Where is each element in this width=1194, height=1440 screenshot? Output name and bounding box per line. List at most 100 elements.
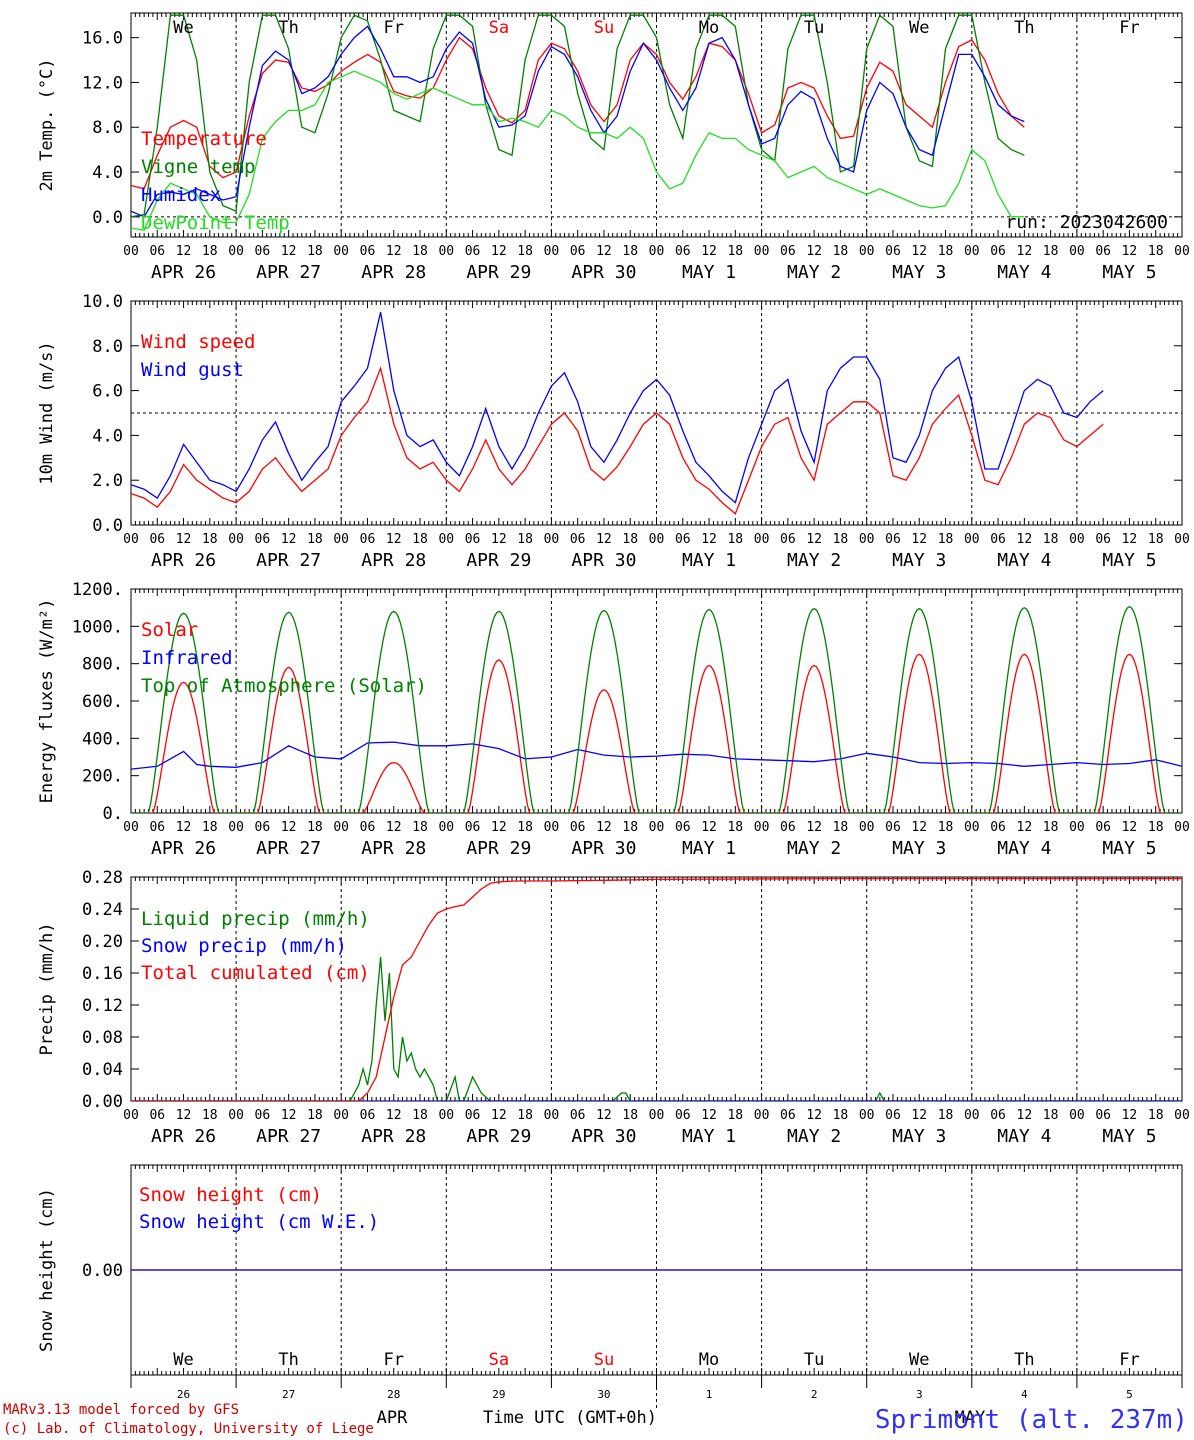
x-tick-label: 12	[176, 244, 192, 259]
day-label: APR 26	[151, 550, 216, 571]
day-label: APR 26	[151, 838, 216, 859]
day-number: 28	[387, 1388, 400, 1401]
day-label: MAY 5	[1102, 838, 1156, 859]
x-tick-label: 06	[780, 532, 796, 547]
series-line-3-2	[131, 741, 1182, 770]
day-label: APR 30	[571, 1126, 636, 1147]
x-tick-label: 00	[333, 1108, 349, 1123]
x-tick-label: 00	[1174, 532, 1190, 547]
x-tick-label: 00	[964, 820, 980, 835]
x-tick-label: 18	[1043, 244, 1059, 259]
x-tick-label: 18	[412, 820, 428, 835]
x-tick-label: 12	[806, 244, 822, 259]
x-tick-label: 12	[596, 1108, 612, 1123]
x-tick-label: 12	[911, 1108, 927, 1123]
legend-entry: Infrared	[141, 647, 233, 669]
day-number: 4	[1021, 1388, 1028, 1401]
y-tick-label: 16.0	[82, 29, 123, 49]
x-tick-label: 12	[701, 820, 717, 835]
y-tick-label: 0.24	[82, 900, 123, 920]
day-label: APR 29	[466, 262, 531, 283]
x-tick-label: 18	[517, 820, 533, 835]
day-label: APR 28	[361, 550, 426, 571]
y-tick-label: 600.	[82, 692, 123, 712]
weekday-label-bottom: Sa	[489, 1350, 509, 1370]
weekday-label-bottom: Fr	[1119, 1350, 1139, 1370]
y-tick-label: 4.0	[92, 163, 123, 183]
x-tick-label: 00	[544, 532, 560, 547]
footer-month-apr: APR	[377, 1408, 408, 1428]
series-line-3-3	[131, 605, 1182, 813]
x-tick-label: 18	[833, 244, 849, 259]
day-label: APR 28	[361, 1126, 426, 1147]
series-line-1-3	[131, 25, 1025, 218]
x-tick-label: 12	[386, 820, 402, 835]
weekday-label-top: Th	[1014, 18, 1034, 38]
x-tick-label: 18	[1043, 820, 1059, 835]
x-tick-label: 00	[1174, 1108, 1190, 1123]
plot-frame	[130, 12, 1183, 238]
y-tick-label: 800.	[82, 655, 123, 675]
y-tick-label: 4.0	[92, 426, 123, 446]
series-line-3-1	[131, 653, 1182, 813]
day-label: APR 28	[361, 262, 426, 283]
x-tick-label: 00	[1174, 820, 1190, 835]
x-tick-label: 18	[622, 820, 638, 835]
y-tick-label: 0.00	[82, 1092, 123, 1112]
footer: MARv3.13 model forced by GFS (c) Lab. of…	[3, 1402, 1188, 1437]
x-tick-label: 12	[1122, 532, 1138, 547]
x-tick-label: 18	[938, 820, 954, 835]
x-tick-label: 18	[833, 532, 849, 547]
y-tick-label: 0.00	[82, 1261, 123, 1281]
x-tick-label: 18	[307, 532, 323, 547]
day-label: MAY 1	[682, 550, 736, 571]
x-tick-label: 06	[149, 244, 165, 259]
y-tick-label: 12.0	[82, 73, 123, 93]
day-label: MAY 1	[682, 262, 736, 283]
legend-entry: Humidex	[141, 184, 221, 206]
x-tick-label: 18	[833, 1108, 849, 1123]
day-label: MAY 3	[892, 262, 946, 283]
x-tick-label: 00	[333, 244, 349, 259]
day-number: 2	[811, 1388, 818, 1401]
x-tick-label: 06	[885, 1108, 901, 1123]
x-tick-label: 18	[938, 1108, 954, 1123]
x-tick-label: 00	[859, 532, 875, 547]
day-label: APR 26	[151, 262, 216, 283]
y-axis-label: Energy fluxes (W/m²)	[37, 599, 57, 804]
x-tick-label: 12	[911, 244, 927, 259]
x-tick-label: 18	[938, 244, 954, 259]
run-label: run: 2023042600	[1005, 212, 1168, 233]
x-tick-label: 06	[570, 532, 586, 547]
x-tick-label: 18	[307, 1108, 323, 1123]
x-tick-label: 06	[570, 1108, 586, 1123]
x-tick-label: 00	[964, 244, 980, 259]
x-tick-label: 18	[727, 1108, 743, 1123]
legend-entry: Vigne temp	[141, 156, 255, 178]
day-number: 26	[177, 1388, 190, 1401]
weekday-label-bottom: We	[909, 1350, 929, 1370]
x-tick-label: 12	[701, 244, 717, 259]
x-tick-label: 06	[149, 1108, 165, 1123]
x-tick-label: 12	[281, 1108, 297, 1123]
day-label: MAY 2	[787, 1126, 841, 1147]
series-group	[131, 312, 1104, 515]
x-tick-label: 18	[517, 1108, 533, 1123]
x-tick-label: 06	[255, 532, 271, 547]
x-tick-label: 12	[491, 532, 507, 547]
x-tick-label: 18	[202, 820, 218, 835]
x-tick-label: 00	[859, 820, 875, 835]
x-tick-label: 18	[412, 1108, 428, 1123]
x-tick-label: 12	[386, 532, 402, 547]
y-tick-label: 0.12	[82, 996, 123, 1016]
x-tick-label: 00	[438, 1108, 454, 1123]
series-line-2-2	[131, 312, 1104, 504]
x-tick-label: 18	[517, 532, 533, 547]
x-tick-label: 00	[228, 820, 244, 835]
x-tick-label: 00	[859, 1108, 875, 1123]
x-tick-label: 00	[1069, 532, 1085, 547]
x-tick-label: 18	[307, 820, 323, 835]
y-tick-label: 2.0	[92, 471, 123, 491]
day-label: APR 28	[361, 838, 426, 859]
panel-5: 0.00 Snow height (cm) Snow height (cm) Snow…	[37, 1164, 1183, 1376]
